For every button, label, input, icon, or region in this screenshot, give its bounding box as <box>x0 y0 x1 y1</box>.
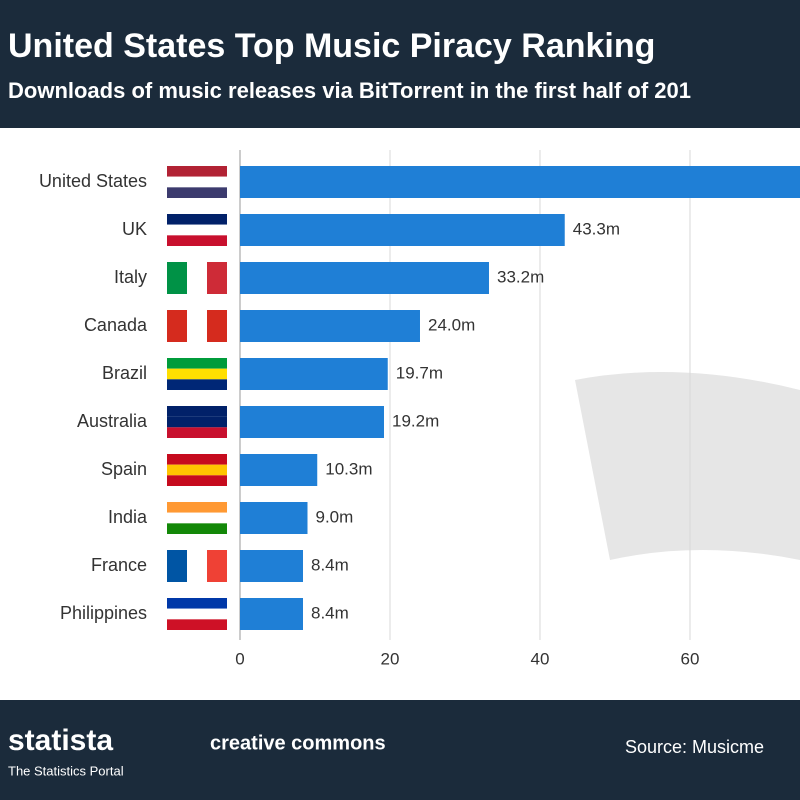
chart-subtitle: Downloads of music releases via BitTorre… <box>8 78 691 103</box>
bar <box>240 454 318 486</box>
y-tick-label: France <box>91 555 147 575</box>
bar <box>240 166 800 198</box>
flag-part <box>167 619 227 630</box>
y-tick-label: Spain <box>101 459 147 479</box>
flag-part <box>167 358 227 369</box>
bars <box>240 166 800 630</box>
value-label: 19.7m <box>396 363 443 382</box>
value-label: 43.3m <box>573 219 620 238</box>
value-label: 24.0m <box>428 315 475 334</box>
flag-part <box>167 310 187 342</box>
header-bg <box>0 0 800 128</box>
flag-part <box>167 166 227 177</box>
x-tick-label: 0 <box>235 649 244 668</box>
pirate-flag-illustration <box>575 372 800 560</box>
flag-part <box>187 550 207 582</box>
y-tick-label: India <box>108 507 148 527</box>
y-tick-label: Italy <box>114 267 147 287</box>
bar <box>240 358 388 390</box>
flag-part <box>167 550 187 582</box>
bar <box>240 214 565 246</box>
x-tick-label: 60 <box>681 649 700 668</box>
value-label: 8.4m <box>311 555 349 574</box>
flag-part <box>167 214 227 225</box>
y-tick-label: Australia <box>77 411 148 431</box>
flag-part <box>207 310 227 342</box>
bar <box>240 310 420 342</box>
flag-part <box>167 454 227 465</box>
bar <box>240 262 489 294</box>
flag-part <box>167 502 227 513</box>
flag-part <box>167 379 227 390</box>
flag-part <box>167 427 227 438</box>
bar <box>240 550 303 582</box>
value-label: 19.2m <box>392 411 439 430</box>
x-tick-label: 40 <box>531 649 550 668</box>
flag-part <box>167 464 227 476</box>
flag-part <box>167 176 227 188</box>
flag-part <box>187 310 207 342</box>
bar <box>240 502 308 534</box>
flag-part <box>167 598 227 609</box>
y-tick-label: Brazil <box>102 363 147 383</box>
flag-part <box>167 224 227 236</box>
brand: statista <box>8 724 113 757</box>
flag-part <box>187 262 207 294</box>
value-label: 8.4m <box>311 603 349 622</box>
license: creative commons <box>210 732 386 754</box>
flag-part <box>167 235 227 246</box>
y-tick-label: United States <box>39 171 147 191</box>
y-tick-label: UK <box>122 219 147 239</box>
flag-part <box>207 550 227 582</box>
y-tick-label: Canada <box>84 315 148 335</box>
source: Source: Musicme <box>625 737 764 757</box>
footer-bg <box>0 700 800 800</box>
flag-part <box>167 475 227 486</box>
value-label: 33.2m <box>497 267 544 286</box>
chart-title: United States Top Music Piracy Ranking <box>8 27 655 65</box>
bar <box>240 406 384 438</box>
bar <box>240 598 303 630</box>
x-tick-label: 20 <box>381 649 400 668</box>
flag-part <box>167 262 187 294</box>
value-label: 9.0m <box>315 507 353 526</box>
value-label: 10.3m <box>325 459 372 478</box>
flag-part <box>167 608 227 620</box>
brand-tagline: The Statistics Portal <box>8 763 124 778</box>
flag-part <box>207 262 227 294</box>
flag-part <box>167 512 227 524</box>
y-tick-label: Philippines <box>60 603 147 623</box>
flag-part <box>167 416 227 428</box>
flag-part <box>167 406 227 417</box>
flag-part <box>167 187 227 198</box>
flag-part <box>167 523 227 534</box>
flag-part <box>167 368 227 380</box>
